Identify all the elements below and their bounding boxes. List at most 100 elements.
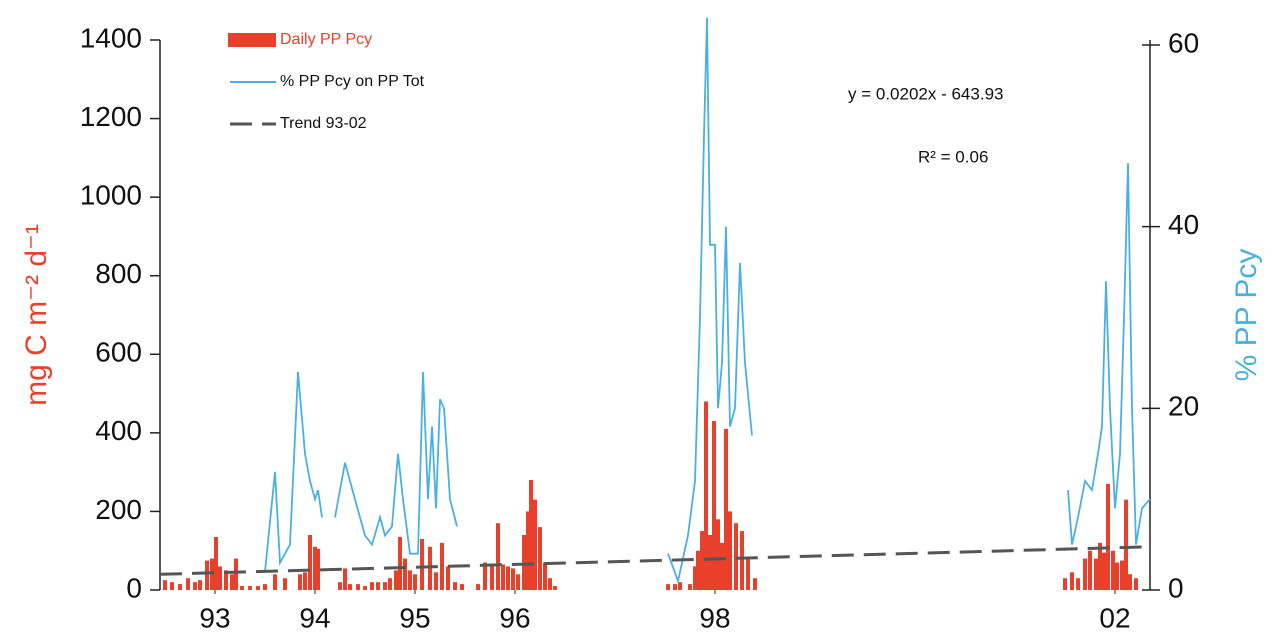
bar: [303, 572, 307, 590]
bar: [696, 550, 700, 590]
bar: [193, 582, 197, 590]
y2-axis-label: % PP Pcy: [1230, 249, 1263, 382]
legend-label: % PP Pcy on PP Tot: [280, 73, 425, 90]
bar: [506, 566, 510, 590]
bar: [205, 560, 209, 590]
bar: [383, 582, 387, 590]
bar: [553, 586, 557, 590]
bar: [440, 542, 444, 590]
bar: [343, 568, 347, 590]
bar: [522, 535, 526, 590]
bar: [1088, 550, 1092, 590]
bar: [420, 538, 424, 590]
x-tick-label: 96: [499, 602, 530, 633]
bar: [511, 568, 515, 590]
bar: [516, 574, 520, 590]
bar: [338, 582, 342, 590]
y-tick-label: 400: [95, 415, 142, 446]
bar: [388, 578, 392, 590]
bar: [298, 574, 302, 590]
bar: [240, 586, 244, 590]
bar: [1098, 542, 1102, 590]
bar: [712, 421, 716, 590]
bar: [543, 562, 547, 590]
bar: [398, 536, 402, 590]
bar: [728, 511, 732, 590]
bar: [1063, 578, 1067, 590]
bar: [453, 582, 457, 590]
bar: [704, 401, 708, 590]
bar: [283, 578, 287, 590]
bar: [724, 428, 728, 590]
bar: [348, 584, 352, 590]
bar: [746, 558, 750, 590]
y-axis-label: mg C m⁻² d⁻¹: [20, 224, 53, 406]
y-tick-label: 1000: [80, 180, 142, 211]
bar: [688, 584, 692, 590]
bar: [363, 586, 367, 590]
x-tick-label: 94: [299, 602, 330, 633]
bar: [170, 582, 174, 590]
bar: [1111, 550, 1115, 590]
bar: [186, 578, 190, 590]
x-tick-label: 93: [199, 602, 230, 633]
bar: [1076, 578, 1080, 590]
bar: [1134, 578, 1138, 590]
y-tick-label: 0: [126, 572, 142, 603]
x-tick-label: 95: [399, 602, 430, 633]
bar: [198, 580, 202, 590]
bar: [673, 584, 677, 590]
bar: [230, 574, 234, 590]
bar: [716, 519, 720, 590]
x-tick-label: 02: [1099, 602, 1130, 633]
y2-tick-label: 60: [1168, 27, 1199, 58]
bar: [313, 546, 317, 590]
bar: [263, 584, 267, 590]
bar: [1083, 558, 1087, 590]
bar: [1124, 499, 1128, 590]
bar: [734, 523, 738, 590]
bar: [218, 566, 222, 590]
bar: [408, 570, 412, 590]
bar: [460, 584, 464, 590]
bar: [538, 527, 542, 590]
bar: [394, 570, 398, 590]
bar: [434, 572, 438, 590]
y-tick-label: 600: [95, 337, 142, 368]
y2-tick-label: 20: [1168, 391, 1199, 422]
bar: [501, 564, 505, 590]
legend-label: Daily PP Pcy: [280, 31, 372, 48]
bar: [413, 574, 417, 590]
x-tick-label: 98: [699, 602, 730, 633]
y-tick-label: 800: [95, 258, 142, 289]
bar: [533, 499, 537, 590]
bar: [446, 566, 450, 590]
bar: [1094, 558, 1098, 590]
bar: [214, 536, 218, 590]
bar: [163, 580, 167, 590]
bar: [1128, 574, 1132, 590]
bar: [273, 574, 277, 590]
bar: [708, 535, 712, 590]
bar: [234, 558, 238, 590]
bar: [483, 562, 487, 590]
bar: [403, 558, 407, 590]
bar: [1070, 572, 1074, 590]
legend-label: Trend 93-02: [280, 115, 367, 132]
bar: [370, 582, 374, 590]
bar: [1106, 483, 1110, 590]
bar: [678, 582, 682, 590]
annotation: y = 0.0202x - 643.93: [848, 84, 1003, 103]
bar: [529, 480, 533, 590]
bar: [476, 584, 480, 590]
y-tick-label: 200: [95, 494, 142, 525]
bar: [178, 584, 182, 590]
bar: [526, 511, 530, 590]
bar: [376, 582, 380, 590]
bar: [1115, 562, 1119, 590]
y2-tick-label: 0: [1168, 572, 1184, 603]
bar: [316, 548, 320, 590]
bar: [1102, 552, 1106, 590]
